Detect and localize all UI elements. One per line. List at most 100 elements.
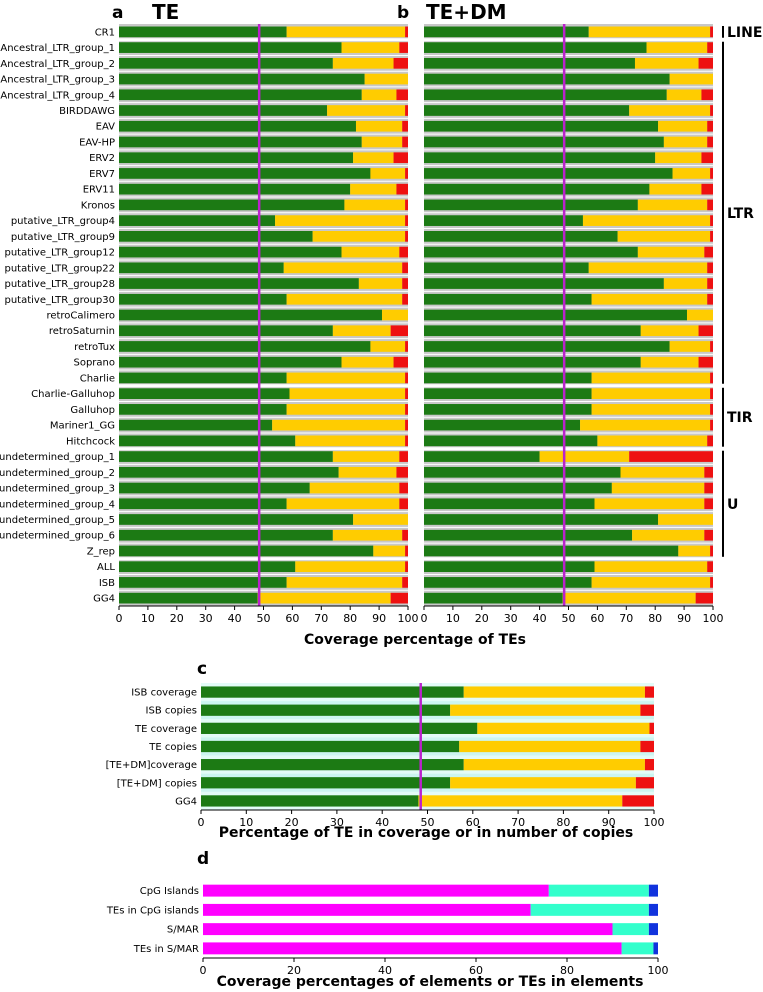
x-tick-label: 100 — [703, 612, 724, 625]
bar-segment-red — [405, 341, 408, 352]
panel-b-chart: 0 10 20 30 40 50 60 70 80 90 100 — [421, 24, 724, 625]
bar-segment-yellow — [332, 529, 403, 541]
bar-segment-blue — [648, 903, 658, 916]
x-tick-label: 20 — [287, 964, 301, 977]
bar-segment-red — [710, 215, 713, 226]
category-label: Z_rep — [87, 546, 115, 557]
bar-segment-yellow — [539, 451, 630, 462]
bar-segment-yellow — [312, 231, 406, 242]
x-tick-label: 40 — [228, 612, 242, 625]
category-label: GG4 — [93, 594, 115, 605]
bar-segment-yellow — [327, 105, 406, 116]
bar-segment-yellow — [361, 89, 397, 101]
x-tick-label: 100 — [644, 816, 665, 829]
panel-a-chart: CR1 Ancestral_LTR_group_1 Ancestral_LTR_gr… — [0, 24, 419, 625]
category-label: putative_LTR_group22 — [4, 263, 115, 274]
bar-segment-red — [393, 356, 408, 368]
bar-segment-red — [405, 561, 408, 573]
panel-ab-x-axis-title: Coverage percentage of TEs — [304, 632, 526, 648]
bar-segment-red — [701, 183, 713, 195]
category-label: Hitchcock — [66, 436, 115, 447]
panel-d-chart: CpG Islands TEs in CpG islands S/MAR TEs in… — [106, 881, 669, 977]
x-tick-label: 10 — [239, 816, 253, 829]
category-label: ISB coverage — [131, 688, 197, 699]
x-tick-label: 60 — [469, 964, 483, 977]
x-tick-label: 30 — [199, 612, 213, 625]
bar-segment-yellow — [373, 545, 406, 557]
bar-segment-green — [119, 561, 296, 573]
category-label: TE copies — [148, 742, 197, 753]
bar-segment-red — [405, 105, 408, 116]
category-label: TE coverage — [134, 724, 197, 735]
bar-segment-green — [424, 73, 670, 85]
x-tick-label: 80 — [560, 964, 574, 977]
bar-segment-yellow — [289, 388, 406, 399]
bar-segment-green — [119, 215, 276, 226]
bar-segment-yellow — [344, 199, 406, 211]
bar-segment-yellow — [588, 262, 708, 274]
bar-segment-red — [399, 498, 408, 510]
category-label: Charlie-Galluhop — [31, 389, 115, 400]
bar-segment-yellow — [666, 89, 702, 101]
category-label: retroTux — [74, 342, 115, 353]
bar-segment-green — [119, 419, 273, 431]
bar-segment-green — [424, 577, 592, 588]
bar-segment-red — [405, 435, 408, 447]
bar-segment-red — [701, 89, 713, 101]
bar-segment-yellow — [275, 215, 406, 226]
x-tick-label: 70 — [511, 816, 525, 829]
category-label: Ancestral_LTR_group_4 — [0, 90, 115, 101]
category-label: retroCalimero — [46, 311, 115, 322]
bar-segment-green — [119, 136, 362, 148]
category-label: putative_LTR_group28 — [4, 279, 115, 290]
bar-segment-green — [119, 498, 287, 510]
bar-segment-yellow — [364, 73, 408, 85]
bar-segment-yellow — [370, 341, 406, 352]
bar-segment-green — [424, 341, 670, 352]
bar-segment-yellow — [450, 704, 641, 716]
bar-segment-red — [390, 325, 408, 337]
bar-segment-yellow — [295, 435, 406, 447]
bar-segment-red — [405, 26, 408, 38]
bar-segment-yellow — [597, 435, 708, 447]
panel-c-x-axis-title: Percentage of TE in coverage or in numbe… — [219, 825, 633, 841]
bar-segment-yellow — [663, 278, 708, 289]
bar-segment-green — [424, 545, 679, 557]
bar-segment-green — [201, 795, 419, 807]
bar-segment-yellow — [649, 183, 702, 195]
bar-segment-red — [644, 686, 654, 698]
x-tick-label: 40 — [533, 612, 547, 625]
x-tick-label: 90 — [677, 612, 691, 625]
x-tick-label: 100 — [648, 964, 669, 977]
x-tick-label: 40 — [375, 816, 389, 829]
bar-segment-yellow — [632, 529, 705, 541]
bar-segment-red — [402, 577, 408, 588]
category-label: undetermined_group_5 — [0, 515, 115, 526]
bar-segment-red — [698, 325, 713, 337]
bar-segment-green — [119, 246, 342, 258]
bar-segment-red — [704, 498, 713, 510]
bar-segment-green — [119, 168, 371, 179]
bar-segment-blue — [648, 884, 658, 897]
category-label: putative_LTR_group30 — [4, 295, 115, 306]
bar-segment-yellow — [617, 231, 711, 242]
bar-segment-yellow — [450, 777, 636, 789]
category-label: ISB copies — [146, 706, 197, 717]
group-label: LTR — [727, 206, 754, 222]
bar-segment-yellow — [591, 372, 711, 384]
x-tick-label: 70 — [619, 612, 633, 625]
group-label: TIR — [727, 410, 753, 426]
bar-segment-red — [405, 168, 408, 179]
bar-segment-green — [119, 120, 356, 132]
bar-segment-green — [424, 199, 638, 211]
bar-segment-green — [119, 73, 365, 85]
bar-segment-green — [424, 152, 656, 164]
x-tick-label: 0 — [421, 612, 428, 625]
bar-segment-green — [201, 704, 451, 716]
bar-segment-green — [424, 451, 540, 462]
bar-segment-red — [695, 592, 713, 604]
bar-segment-green — [424, 26, 589, 38]
category-label: Kronos — [81, 200, 115, 211]
bar-segment-yellow — [634, 57, 699, 69]
x-tick-label: 20 — [285, 816, 299, 829]
